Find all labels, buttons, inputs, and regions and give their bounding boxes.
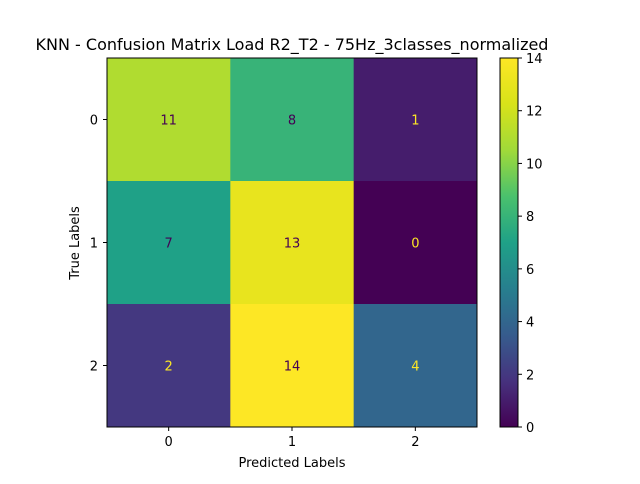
y-axis-ticks: 0 1 2 — [90, 114, 107, 375]
heatmap-cell-value-r2-c2: 4 — [411, 360, 419, 375]
colorbar-tick-label: 4 — [526, 316, 534, 331]
heatmap-cell-value-r2-c1: 14 — [284, 360, 301, 375]
x-tick-label: 0 — [165, 435, 173, 450]
heatmap-cell-labels: 11 8 1 7 13 0 2 14 4 — [160, 114, 419, 375]
heatmap-cell-r0-c2 — [353, 58, 478, 182]
x-tick-label: 1 — [288, 435, 296, 450]
heatmap-cell-value-r1-c0: 7 — [165, 237, 173, 252]
colorbar-tick-label: 6 — [526, 263, 534, 278]
heatmap-cell-r1-c2 — [353, 181, 478, 305]
colorbar-tick-label: 0 — [526, 421, 534, 436]
heatmap-cells — [107, 58, 478, 428]
colorbar-tick-label: 2 — [526, 368, 534, 383]
y-axis-label: True Labels — [68, 206, 83, 281]
heatmap-cell-value-r1-c1: 13 — [284, 237, 301, 252]
colorbar-ticks: 0 2 4 6 8 10 12 14 — [518, 52, 543, 436]
heatmap-cell-value-r0-c1: 8 — [288, 114, 296, 129]
x-axis-label: Predicted Labels — [238, 456, 345, 471]
colorbar-tick-label: 8 — [526, 210, 534, 225]
x-tick-label: 2 — [411, 435, 419, 450]
heatmap-cell-value-r1-c2: 0 — [411, 237, 419, 252]
heatmap-cell-r1-c0 — [107, 181, 231, 305]
heatmap-cell-r0-c1 — [230, 58, 355, 182]
x-axis-ticks: 0 1 2 — [165, 427, 419, 450]
chart-title: KNN - Confusion Matrix Load R2_T2 - 75Hz… — [36, 35, 549, 55]
heatmap-cell-r1-c1 — [230, 181, 355, 305]
heatmap-cell-r0-c0 — [107, 58, 231, 182]
heatmap-cell-r2-c2 — [353, 304, 478, 428]
y-tick-label: 2 — [90, 360, 98, 375]
colorbar-tick-label: 10 — [526, 157, 543, 172]
heatmap-cell-r2-c1 — [230, 304, 355, 428]
colorbar-tick-label: 12 — [526, 105, 543, 120]
heatmap-cell-value-r2-c0: 2 — [165, 360, 173, 375]
y-tick-label: 1 — [90, 237, 98, 252]
heatmap-cell-r2-c0 — [107, 304, 231, 428]
y-tick-label: 0 — [90, 114, 98, 129]
colorbar — [499, 57, 519, 428]
heatmap-cell-value-r0-c0: 11 — [160, 114, 177, 129]
colorbar-tick-label: 14 — [526, 52, 543, 67]
heatmap-cell-value-r0-c2: 1 — [411, 114, 419, 129]
